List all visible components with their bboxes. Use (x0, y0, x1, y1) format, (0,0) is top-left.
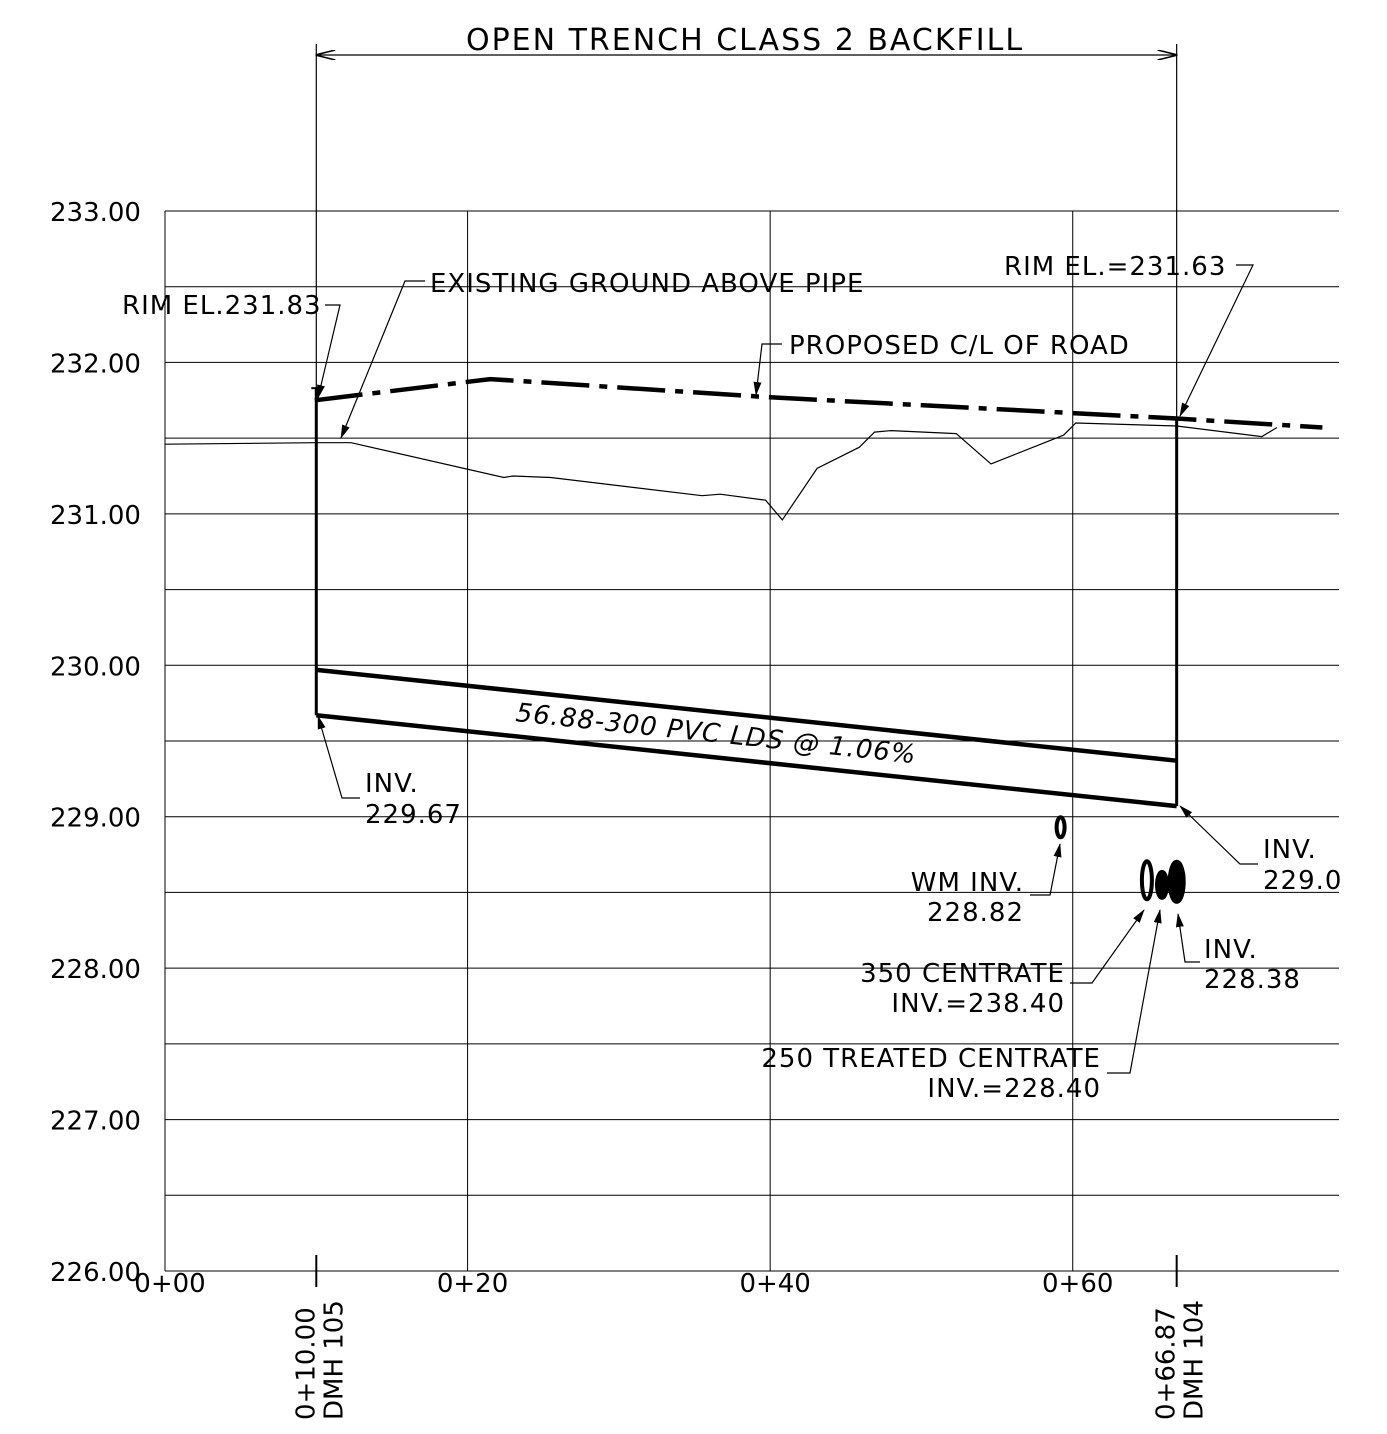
proposed-road-centreline (314, 376, 1323, 430)
leader-inv-dmh105 (317, 715, 360, 799)
pipe-invert-line (316, 713, 1177, 809)
rim-label-dmh104: RIM EL.=231.63 (1004, 252, 1226, 282)
utility-crossing-1 (1139, 859, 1154, 902)
leader-existing-ground (340, 280, 425, 439)
annotation-labels: EXISTING GROUND ABOVE PIPE PROPOSED C/L … (122, 252, 1342, 1104)
treated-centrate-250-label-line1: 250 TREATED CENTRATE (761, 1044, 1101, 1074)
drawing-title: OPEN TRENCH CLASS 2 BACKFILL (466, 23, 1024, 58)
elevation-tick-label: 228.00 (50, 955, 141, 985)
invert-label-crossing-line2: 228.38 (1204, 965, 1301, 995)
utility-crossing-2 (1155, 869, 1169, 900)
existing-ground-label: EXISTING GROUND ABOVE PIPE (430, 269, 864, 299)
existing-ground-line (164, 422, 1278, 521)
station-tick-label: 0+00 (134, 1269, 205, 1299)
invert-label-dmh105-line2: 229.67 (365, 800, 462, 830)
leader-rim-dmh104 (1179, 264, 1254, 417)
watermain-label-line2: 228.82 (927, 898, 1024, 928)
elevation-axis: 233.00 232.00 231.00 230.00 229.00 228.00 227.… (50, 198, 141, 1288)
station-label-chainage: 0+10.00 (291, 1307, 321, 1420)
leader-crossing-inv (1175, 913, 1200, 963)
elevation-tick-label: 227.00 (50, 1107, 141, 1137)
elevation-tick-label: 229.00 (50, 804, 141, 834)
station-label-manhole: DMH 105 (319, 1300, 349, 1420)
elevation-tick-label: 233.00 (50, 198, 141, 228)
elevation-tick-label: 231.00 (50, 501, 141, 531)
station-tick-label: 0+60 (1042, 1269, 1113, 1299)
leader-watermain (1030, 843, 1062, 896)
watermain-label-line1: WM INV. (911, 868, 1024, 898)
trench-dimension: OPEN TRENCH CLASS 2 BACKFILL (316, 23, 1176, 420)
station-label-chainage: 0+66.87 (1152, 1307, 1182, 1420)
invert-label-dmh105-line1: INV. (365, 769, 419, 799)
leader-lines (317, 264, 1258, 1074)
proposed-road-label: PROPOSED C/L OF ROAD (789, 331, 1130, 361)
station-tick-label: 0+20 (437, 1269, 508, 1299)
invert-label-dmh104-line2: 229.0 (1263, 866, 1342, 896)
invert-label-dmh104-line1: INV. (1263, 835, 1317, 865)
leader-centrate-350 (1070, 909, 1145, 984)
utility-crossing-0 (1054, 815, 1067, 840)
pipe-crown-line (316, 667, 1177, 763)
leader-inv-dmh104 (1179, 805, 1258, 865)
rim-label-dmh105: RIM EL.231.83 (122, 291, 322, 321)
station-tick-label: 0+40 (739, 1269, 810, 1299)
utility-crossing-3 (1167, 859, 1186, 904)
centrate-350-label-line1: 350 CENTRATE (860, 959, 1065, 989)
leader-rim-dmh105 (317, 304, 341, 399)
leader-proposed-road (753, 343, 782, 396)
elevation-tick-label: 230.00 (50, 652, 141, 682)
profile-geometry (164, 376, 1323, 904)
centrate-350-label-line2: INV.=238.40 (891, 989, 1065, 1019)
elevation-tick-label: 226.00 (50, 1258, 141, 1288)
treated-centrate-250-label-line2: INV.=228.40 (927, 1074, 1101, 1104)
leader-treated-centrate-250 (1107, 909, 1162, 1074)
invert-label-crossing-line1: INV. (1204, 935, 1258, 965)
station-label-manhole: DMH 104 (1180, 1300, 1210, 1420)
profile-grid (164, 210, 1339, 1272)
elevation-tick-label: 232.00 (50, 349, 141, 379)
